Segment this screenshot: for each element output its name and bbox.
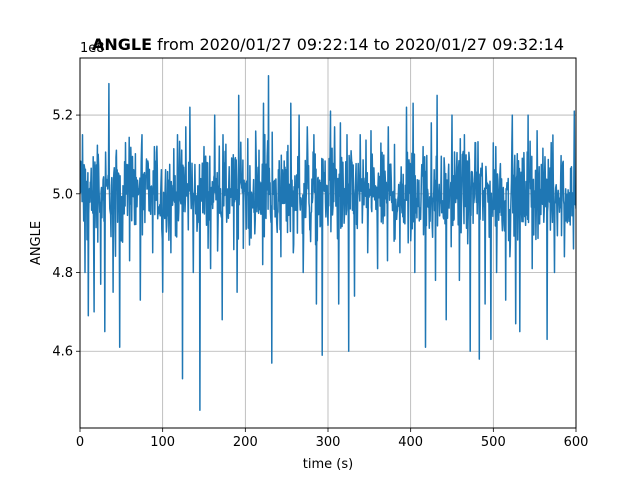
y-axis-label: ANGLE xyxy=(29,221,44,265)
y-tick-label: 4.8 xyxy=(52,266,73,281)
x-axis-label: time (s) xyxy=(303,457,353,472)
chart-title-rest: from 2020/01/27 09:22:14 to 2020/01/27 0… xyxy=(152,35,564,54)
x-tick-label: 200 xyxy=(233,435,258,450)
chart-title: ANGLE from 2020/01/27 09:22:14 to 2020/0… xyxy=(92,35,564,54)
x-tick-label: 300 xyxy=(316,435,341,450)
y-tick-label: 5.0 xyxy=(52,187,73,202)
x-tick-label: 500 xyxy=(481,435,506,450)
angle-series-line xyxy=(80,74,576,412)
chart-title-bold: ANGLE xyxy=(92,35,152,54)
x-tick-label: 100 xyxy=(150,435,175,450)
y-tick-label: 4.6 xyxy=(52,345,73,360)
series-layer xyxy=(80,74,576,412)
x-axis-ticks: 0 100 200 300 400 500 600 xyxy=(76,428,589,450)
y-offset-text: 1e8 xyxy=(80,41,105,56)
x-tick-label: 400 xyxy=(398,435,423,450)
x-tick-label: 0 xyxy=(76,435,84,450)
x-tick-label: 600 xyxy=(564,435,589,450)
y-axis-ticks: 4.6 4.8 5.0 5.2 xyxy=(52,109,80,360)
y-tick-label: 5.2 xyxy=(52,109,73,124)
